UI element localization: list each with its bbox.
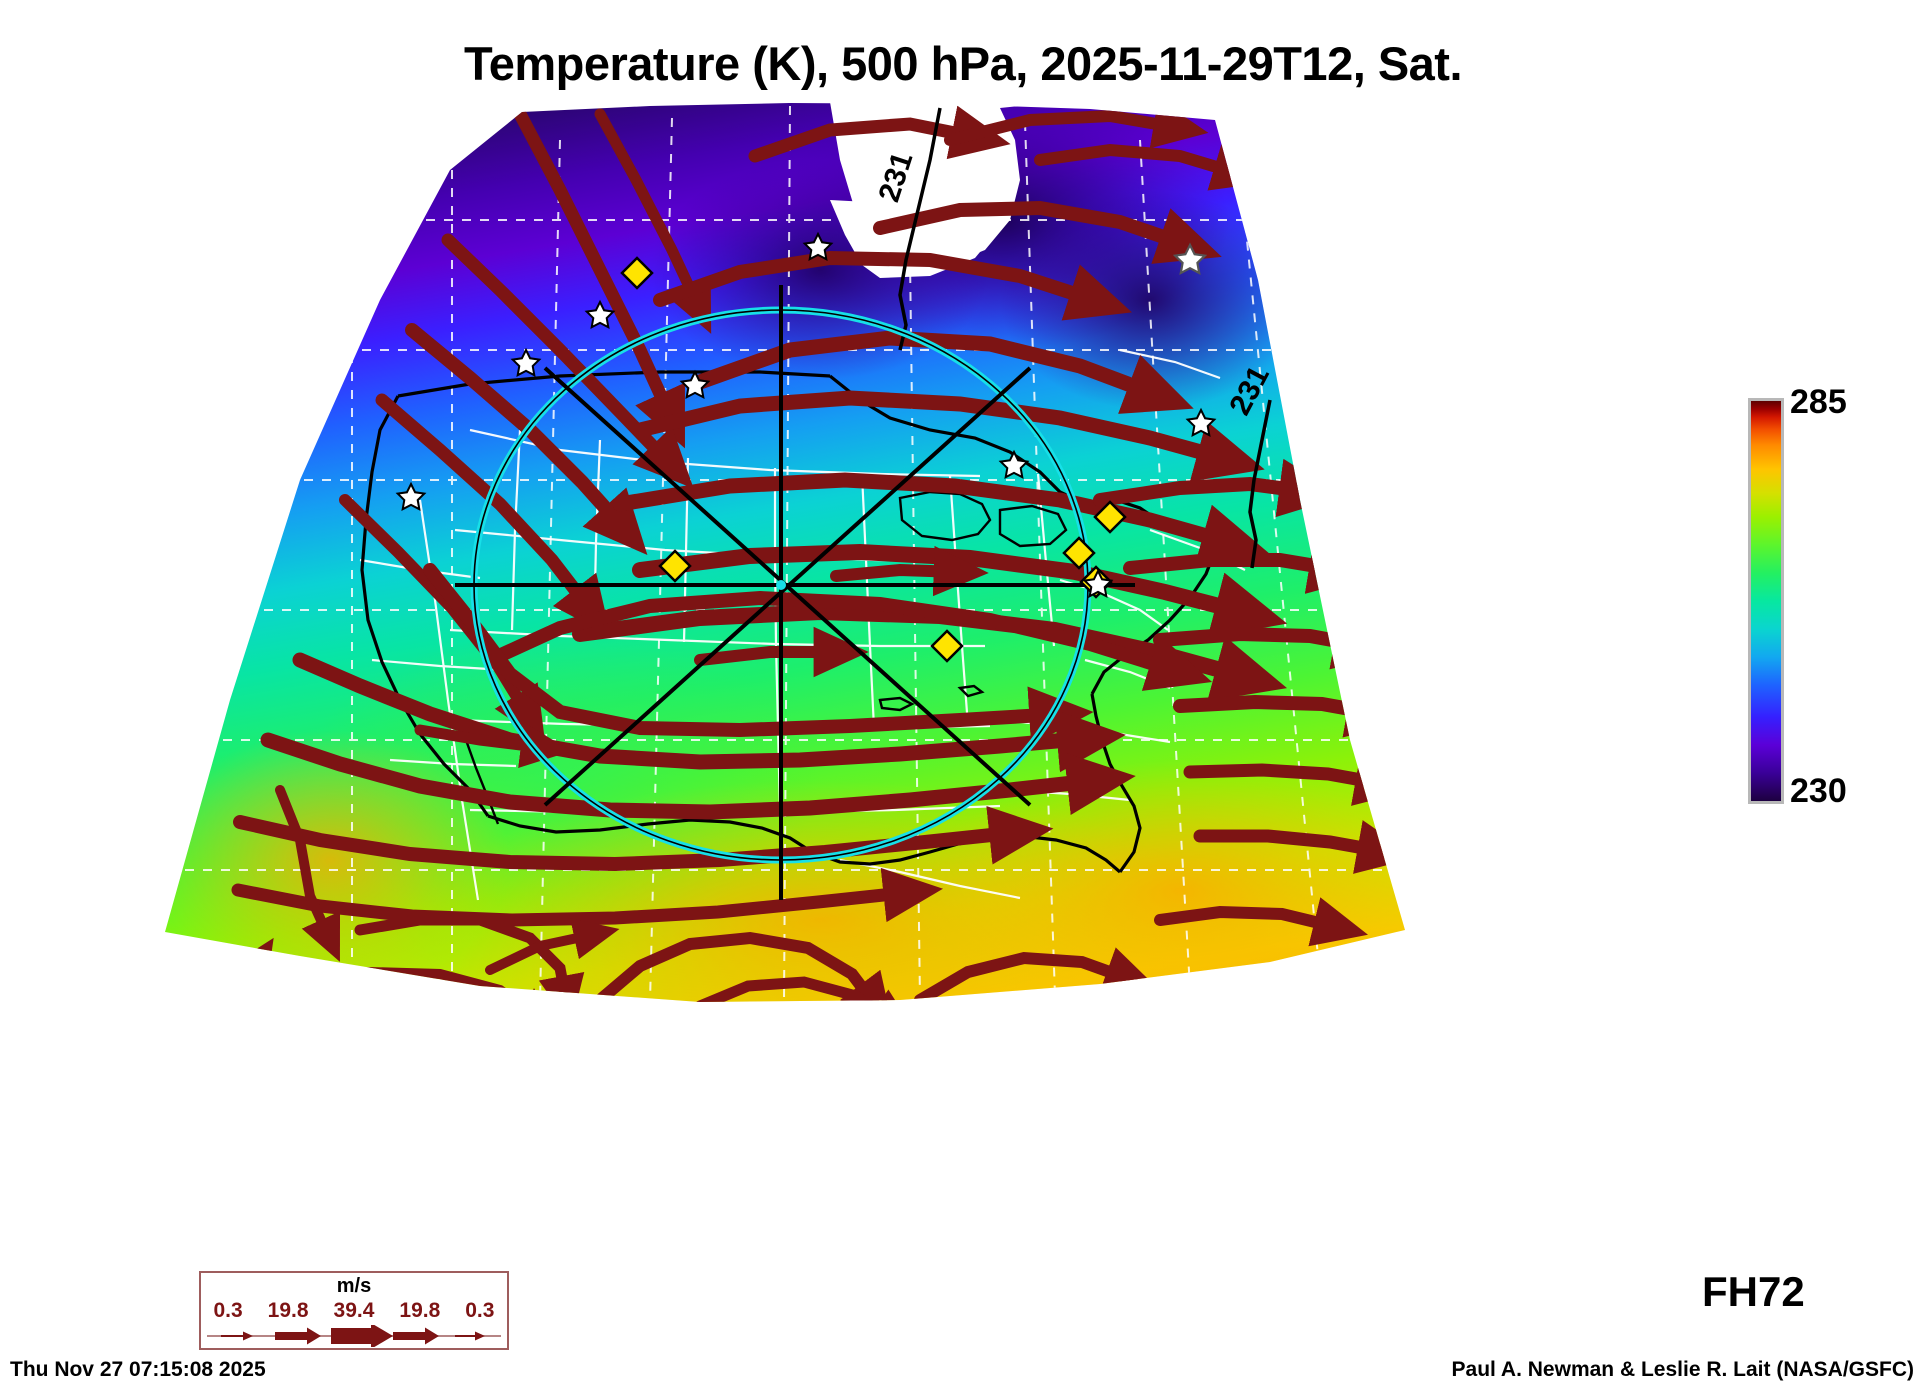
wind-speed-legend: m/s 0.3 19.8 39.4 19.8 0.3 [199,1271,509,1350]
temperature-colorbar[interactable] [1748,398,1784,804]
marker-star[interactable] [395,481,427,512]
marker-star[interactable] [1082,568,1114,599]
marker-star[interactable] [802,231,834,262]
marker-star[interactable] [998,449,1030,480]
colorbar-max-label: 285 [1790,383,1847,421]
page-title: Temperature (K), 500 hPa, 2025-11-29T12,… [463,37,1463,90]
marker-diamond[interactable] [1062,536,1096,570]
marker-diamond[interactable] [1093,500,1127,534]
map-container[interactable]: 231 231 [0,100,1740,1130]
wind-legend-value: 19.8 [267,1299,309,1322]
author-credit: Paul A. Newman & Leslie R. Lait (NASA/GS… [1451,1358,1914,1381]
wind-streamlines [195,103,1405,1002]
temperature-map[interactable]: 231 231 [0,100,1740,1130]
marker-diamond[interactable] [620,256,654,290]
range-ring-center [776,580,786,590]
marker-star[interactable] [510,347,542,378]
wind-legend-value: 39.4 [333,1299,375,1322]
marker-star[interactable] [1185,407,1217,438]
marker-diamond[interactable] [930,629,964,663]
contour-231 [898,107,1272,569]
forecast-hour-label: FH72 [1702,1268,1805,1315]
marker-star[interactable] [679,369,711,400]
colorbar-min-label: 230 [1790,772,1847,810]
wind-legend-value: 0.3 [213,1299,243,1322]
wind-legend-value: 19.8 [399,1299,441,1322]
marker-star-open[interactable] [1172,242,1208,276]
radial-azimuth-lines [455,285,1135,900]
wind-legend-arrows [207,1325,501,1347]
wind-legend-unit-label: m/s [336,1275,372,1297]
site-markers[interactable] [395,231,1217,663]
generation-timestamp: Thu Nov 27 07:15:08 2025 [10,1358,266,1381]
marker-diamond[interactable] [658,549,692,583]
wind-legend-values: 0.3 19.8 39.4 19.8 0.3 [201,1299,507,1323]
marker-star[interactable] [584,299,616,330]
wind-legend-value: 0.3 [465,1299,495,1322]
